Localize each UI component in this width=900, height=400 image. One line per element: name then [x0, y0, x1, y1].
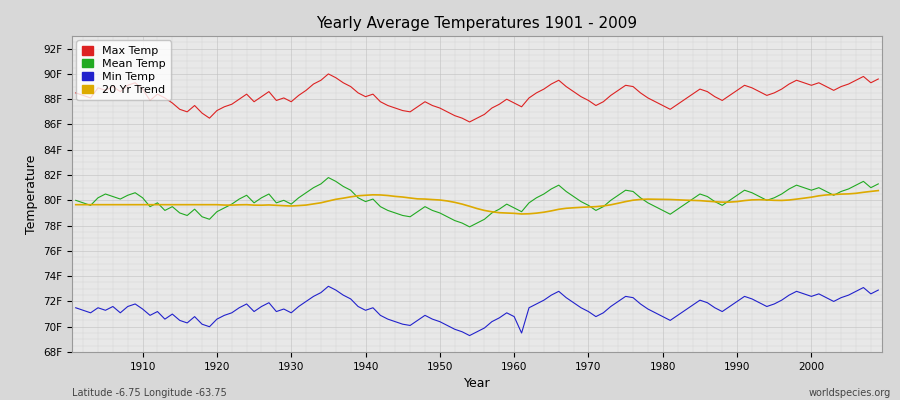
X-axis label: Year: Year	[464, 377, 490, 390]
Text: worldspecies.org: worldspecies.org	[809, 388, 891, 398]
Text: Latitude -6.75 Longitude -63.75: Latitude -6.75 Longitude -63.75	[72, 388, 227, 398]
Title: Yearly Average Temperatures 1901 - 2009: Yearly Average Temperatures 1901 - 2009	[317, 16, 637, 31]
Legend: Max Temp, Mean Temp, Min Temp, 20 Yr Trend: Max Temp, Mean Temp, Min Temp, 20 Yr Tre…	[76, 40, 171, 100]
Y-axis label: Temperature: Temperature	[24, 154, 38, 234]
